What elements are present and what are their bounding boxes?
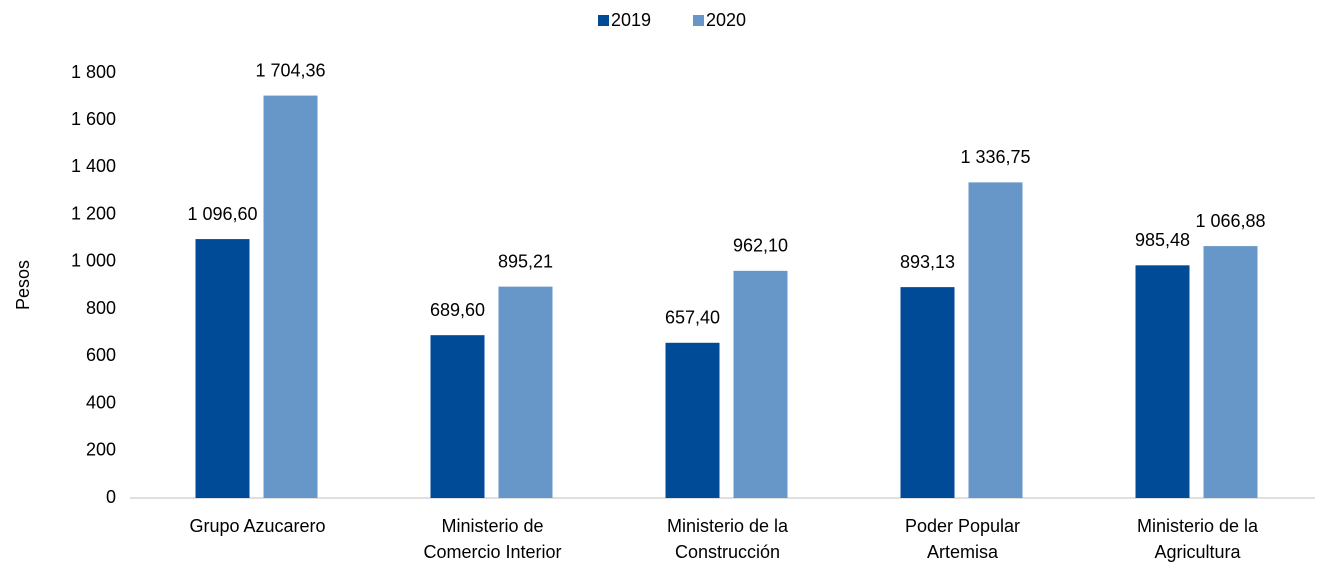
bar bbox=[195, 239, 250, 498]
legend-label: 2019 bbox=[611, 10, 651, 30]
bar bbox=[1203, 246, 1258, 498]
value-label: 657,40 bbox=[665, 308, 720, 328]
bar bbox=[968, 182, 1023, 498]
x-tick-label: Ministerio de la Agricultura bbox=[1137, 516, 1259, 562]
y-tick-label: 1 800 bbox=[71, 62, 116, 82]
y-axis-label: Pesos bbox=[13, 260, 33, 310]
bar bbox=[263, 95, 318, 498]
x-tick-label: Ministerio de la Construcción bbox=[667, 516, 789, 562]
y-tick-label: 1 400 bbox=[71, 156, 116, 176]
bar bbox=[430, 335, 485, 498]
bar bbox=[498, 286, 553, 498]
value-label: 893,13 bbox=[900, 252, 955, 272]
bar bbox=[665, 342, 720, 498]
y-tick-label: 1 000 bbox=[71, 251, 116, 271]
value-label: 1 096,60 bbox=[187, 204, 257, 224]
legend-swatch bbox=[598, 15, 609, 26]
value-label: 689,60 bbox=[430, 300, 485, 320]
legend-label: 2020 bbox=[706, 10, 746, 30]
value-label: 1 066,88 bbox=[1195, 211, 1265, 231]
bar bbox=[733, 270, 788, 498]
legend-swatch bbox=[693, 15, 704, 26]
bar bbox=[1135, 265, 1190, 498]
y-tick-label: 600 bbox=[86, 345, 116, 365]
bar bbox=[900, 287, 955, 498]
x-tick-label: Ministerio de Comercio Interior bbox=[423, 516, 561, 562]
x-tick-label: Grupo Azucarero bbox=[189, 516, 325, 536]
value-label: 895,21 bbox=[498, 251, 553, 271]
value-label: 1 336,75 bbox=[960, 147, 1030, 167]
y-tick-label: 1 600 bbox=[71, 109, 116, 129]
y-tick-label: 400 bbox=[86, 392, 116, 412]
x-tick-label: Poder Popular Artemisa bbox=[905, 516, 1020, 562]
y-tick-label: 800 bbox=[86, 298, 116, 318]
value-label: 985,48 bbox=[1135, 230, 1190, 250]
y-tick-label: 0 bbox=[106, 487, 116, 507]
value-label: 1 704,36 bbox=[255, 60, 325, 80]
value-label: 962,10 bbox=[733, 236, 788, 256]
y-tick-label: 200 bbox=[86, 440, 116, 460]
y-tick-label: 1 200 bbox=[71, 203, 116, 223]
